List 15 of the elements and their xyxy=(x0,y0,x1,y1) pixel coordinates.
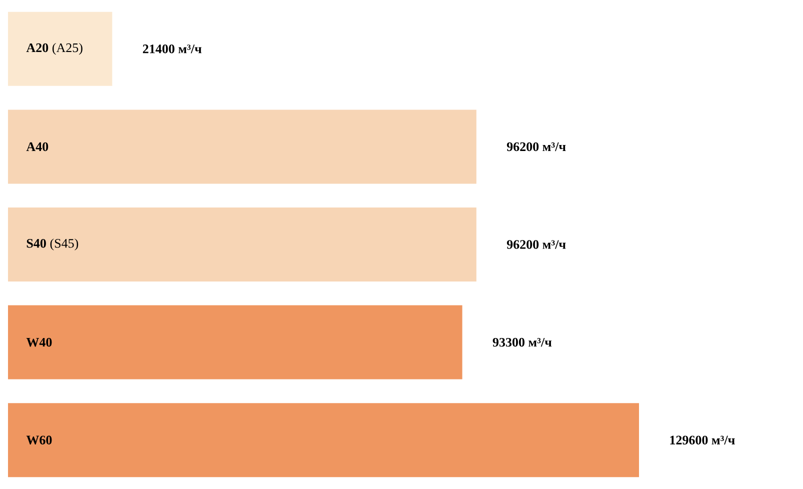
data-label: 129600 м³/ч xyxy=(670,436,735,444)
bar xyxy=(8,403,639,478)
y-tick-label: A40 xyxy=(26,142,48,152)
data-label: 21400 м³/ч xyxy=(142,44,202,54)
data-label: 93300 м³/ч xyxy=(492,338,552,347)
data-label: 96200 м³/ч xyxy=(506,240,566,249)
y-tick-label: A20 (A25) xyxy=(26,43,82,55)
y-tick-label: W40 xyxy=(26,338,52,347)
bar xyxy=(8,305,462,380)
data-label: 96200 м³/ч xyxy=(506,142,566,152)
y-tick-label: S40 (S45) xyxy=(26,238,78,250)
bar xyxy=(8,207,476,282)
bar xyxy=(8,12,112,86)
y-tick-label: W60 xyxy=(26,436,52,445)
bar xyxy=(8,110,476,184)
